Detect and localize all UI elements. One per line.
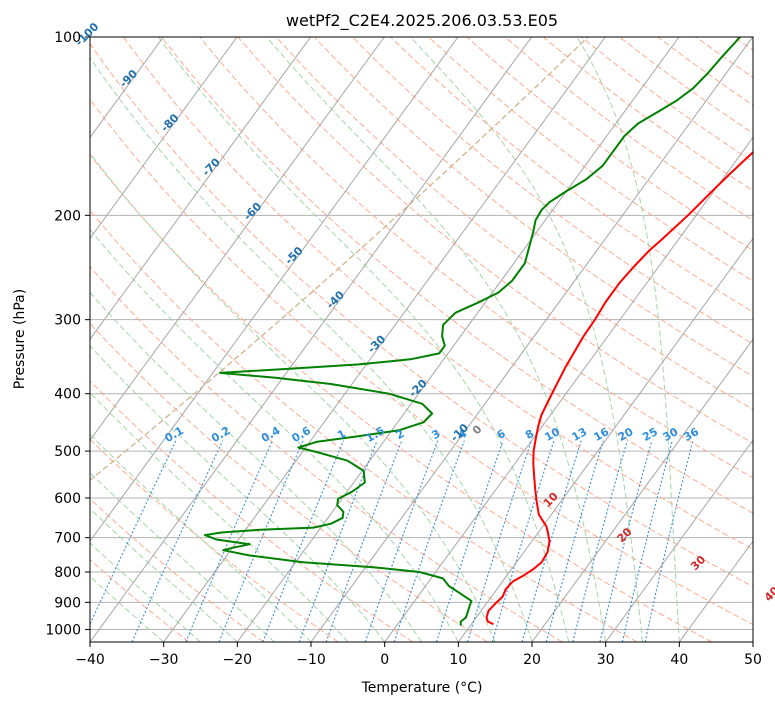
x-tick-label: −10 — [296, 652, 326, 668]
mixing-ratio-line — [131, 440, 224, 642]
isotherm-line — [236, 37, 680, 642]
mixing-ratio-line — [435, 440, 504, 642]
chart-title: wetPf2_C2E4.2025.206.03.53.E05 — [286, 11, 558, 31]
dry-adiabat-line — [313, 37, 753, 377]
y-axis-label: Pressure (hPa) — [12, 289, 28, 389]
dry-adiabat-line — [90, 209, 638, 642]
dry-adiabat-line — [237, 37, 753, 444]
y-tick-label: 900 — [54, 595, 81, 611]
mixing-ratio-line — [621, 440, 673, 642]
dry-adiabat-line — [90, 153, 712, 642]
dry-adiabat-line — [90, 380, 414, 642]
mixing-ratio-line — [545, 440, 604, 642]
plot-frame — [89, 36, 754, 643]
mixing-ratio-line — [325, 440, 403, 642]
dry-adiabat-line — [90, 98, 753, 626]
x-tick-label: 20 — [523, 652, 541, 668]
mixing-ratio-line — [185, 440, 273, 642]
x-tick-label: 50 — [744, 652, 762, 668]
isotherm-line — [310, 37, 753, 642]
isotherm-line — [163, 37, 606, 642]
isotherm-line — [90, 37, 459, 542]
background-lines — [90, 37, 753, 642]
x-tick-label: −30 — [149, 652, 179, 668]
x-axis-label: Temperature (°C) — [361, 680, 483, 696]
mixing-ratio-line — [90, 440, 177, 626]
mixing-ratio-line — [599, 440, 653, 642]
mixing-ratio-line — [521, 440, 582, 642]
dry-adiabat-line — [90, 42, 753, 588]
isotherm-line — [90, 37, 312, 341]
dry-adiabat-line — [199, 37, 753, 479]
y-tick-label: 100 — [54, 30, 81, 46]
dry-adiabat-line — [90, 558, 190, 642]
x-tick-label: 40 — [670, 652, 688, 668]
mixing-ratio-line — [218, 440, 304, 642]
moist-adiabat-line — [410, 37, 643, 642]
mixing-ratio-line — [644, 440, 694, 642]
isotherm-line — [90, 37, 385, 442]
moist-adiabat-line — [90, 433, 312, 642]
x-tick-label: 10 — [449, 652, 467, 668]
moist-adiabat-line — [266, 37, 607, 642]
isotherm-line — [605, 439, 753, 642]
x-tick-label: −20 — [223, 652, 253, 668]
moist-adiabat-line — [90, 391, 349, 642]
plot-area — [90, 37, 753, 642]
moist-adiabat-line — [90, 472, 275, 642]
y-tick-label: 600 — [54, 491, 81, 507]
mixing-ratio-line — [491, 440, 555, 642]
y-tick-label: 800 — [54, 565, 81, 581]
moist-adiabat-line — [90, 507, 238, 642]
saturation-curve — [90, 37, 589, 482]
mixing-ratio-line — [364, 440, 439, 642]
dry-adiabat-line — [390, 37, 753, 313]
dry-adiabat-line — [90, 265, 563, 642]
x-tick-label: 0 — [380, 652, 389, 668]
x-tick-label: −40 — [75, 652, 105, 668]
moist-adiabat-line — [90, 152, 496, 642]
dewpoint-line — [203, 37, 741, 626]
isotherm-line — [90, 37, 533, 642]
isotherm-line — [457, 237, 753, 642]
tick-layer: −40 −30 −20 −10 0 10 20 30 40 50 100 200 300 400 500 60… — [45, 30, 762, 668]
y-tick-label: 400 — [54, 387, 81, 403]
moist-adiabat-line — [90, 228, 459, 642]
dry-adiabat-line — [90, 322, 488, 642]
mixing-ratio-line — [466, 440, 532, 642]
moist-adiabat-line — [90, 345, 386, 642]
moist-adiabat-line — [576, 37, 680, 642]
y-tick-label: 500 — [54, 444, 81, 460]
y-tick-label: 200 — [54, 208, 81, 224]
x-tick-label: 30 — [597, 652, 615, 668]
series-layer — [203, 37, 753, 626]
temperature-line — [485, 150, 753, 626]
isotherm-line — [90, 37, 238, 240]
moist-adiabat-line — [157, 37, 570, 642]
mixing-ratio-line — [572, 440, 628, 642]
y-tick-label: 1000 — [45, 622, 81, 638]
moist-adiabat-line — [90, 542, 201, 642]
mixing-ratio-line — [393, 440, 465, 642]
moist-adiabat-line — [90, 56, 533, 642]
moist-adiabat-line — [90, 575, 165, 642]
y-tick-label: 300 — [54, 313, 81, 329]
y-tick-label: 700 — [54, 531, 81, 547]
